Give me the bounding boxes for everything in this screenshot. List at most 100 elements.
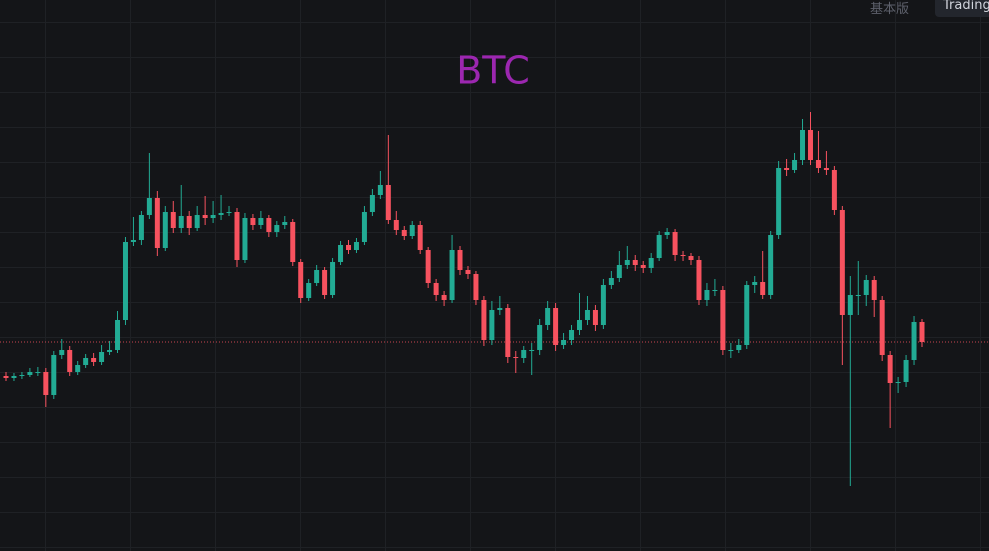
candle-body bbox=[346, 245, 352, 250]
candle-body bbox=[210, 215, 216, 218]
candle-body bbox=[306, 283, 312, 298]
candle-body bbox=[800, 130, 806, 160]
candle-body bbox=[473, 274, 479, 300]
candle-body bbox=[871, 280, 877, 300]
candle-body bbox=[27, 372, 33, 375]
candle-body bbox=[274, 225, 280, 232]
candle-body bbox=[393, 220, 399, 230]
candle-body bbox=[728, 350, 734, 351]
candle-body bbox=[553, 308, 559, 345]
tab[interactable]: Trading bbox=[935, 0, 989, 17]
candle-body bbox=[792, 160, 798, 170]
candle-body bbox=[903, 360, 909, 382]
candle-body bbox=[218, 213, 224, 215]
candle-body bbox=[616, 265, 622, 278]
candle-body bbox=[107, 350, 113, 352]
candle-body bbox=[409, 225, 415, 236]
candle-body bbox=[529, 350, 535, 351]
candle-body bbox=[258, 218, 264, 225]
candle-body bbox=[314, 270, 320, 283]
candle-body bbox=[146, 198, 152, 215]
candle-body bbox=[242, 218, 248, 260]
candle-body bbox=[664, 232, 670, 235]
candle-body bbox=[505, 308, 511, 357]
candle-body bbox=[250, 218, 256, 225]
candle-body bbox=[919, 322, 925, 342]
candle-body bbox=[855, 295, 861, 296]
candle-body bbox=[481, 300, 487, 340]
candle-body bbox=[831, 170, 837, 210]
candle-body bbox=[162, 212, 168, 248]
candle-body bbox=[226, 212, 232, 213]
candle-body bbox=[736, 345, 742, 350]
candle-body bbox=[608, 278, 614, 285]
candle-body bbox=[290, 222, 296, 262]
candle-body bbox=[584, 310, 590, 320]
candle-body bbox=[688, 256, 694, 260]
candle-body bbox=[712, 290, 718, 291]
candle-body bbox=[513, 357, 519, 358]
candle-body bbox=[776, 168, 782, 235]
candle-body bbox=[648, 258, 654, 268]
candle-body bbox=[895, 382, 901, 383]
candle-body bbox=[353, 242, 359, 250]
candle-body bbox=[425, 250, 431, 283]
candle-body bbox=[521, 350, 527, 358]
candle-body bbox=[720, 290, 726, 350]
candle-body bbox=[75, 365, 81, 372]
candle-body bbox=[19, 375, 25, 376]
candle-body bbox=[537, 325, 543, 350]
candle-body bbox=[67, 350, 73, 372]
candle-body bbox=[815, 160, 821, 168]
candle-body bbox=[760, 282, 766, 295]
candle-body bbox=[401, 230, 407, 236]
candle-body bbox=[417, 225, 423, 250]
candle-body bbox=[35, 372, 41, 373]
candle-body bbox=[194, 215, 200, 228]
candle-body bbox=[138, 215, 144, 240]
candle-body bbox=[592, 310, 598, 325]
candle-body bbox=[298, 262, 304, 298]
candle-body bbox=[457, 250, 463, 270]
candle-body bbox=[465, 270, 471, 274]
candle-body bbox=[154, 198, 160, 248]
candle-body bbox=[43, 372, 49, 395]
candle-body bbox=[887, 355, 893, 383]
candle-body bbox=[680, 255, 686, 256]
candle-body bbox=[545, 308, 551, 325]
candle-body bbox=[839, 210, 845, 315]
candle-body bbox=[3, 376, 9, 378]
candle-body bbox=[266, 218, 272, 232]
candle-body bbox=[99, 352, 105, 362]
candle-body bbox=[569, 330, 575, 340]
candle-body bbox=[807, 130, 813, 160]
candle-body bbox=[863, 280, 869, 295]
candle-body bbox=[51, 355, 57, 395]
candle-body bbox=[847, 295, 853, 315]
candle-body bbox=[911, 322, 917, 360]
candle-body bbox=[656, 235, 662, 258]
candle-body bbox=[361, 212, 367, 242]
candle-body bbox=[338, 245, 344, 262]
candle-body bbox=[385, 185, 391, 220]
candle-body bbox=[178, 216, 184, 228]
candle-body bbox=[744, 285, 750, 345]
candle-body bbox=[186, 216, 192, 228]
candle-body bbox=[322, 270, 328, 295]
candle-body bbox=[330, 262, 336, 295]
candle-body bbox=[600, 285, 606, 325]
candle-body bbox=[879, 300, 885, 355]
candle-body bbox=[59, 350, 65, 355]
candle-body bbox=[449, 250, 455, 300]
tab[interactable]: 基本版 bbox=[870, 2, 910, 17]
candle-body bbox=[632, 260, 638, 265]
candle-body bbox=[704, 290, 710, 300]
candle-body bbox=[768, 235, 774, 295]
candle-body bbox=[752, 282, 758, 285]
candle-body bbox=[433, 283, 439, 295]
candle-body bbox=[377, 185, 383, 195]
candle-body bbox=[282, 222, 288, 225]
candle-body bbox=[640, 265, 646, 268]
